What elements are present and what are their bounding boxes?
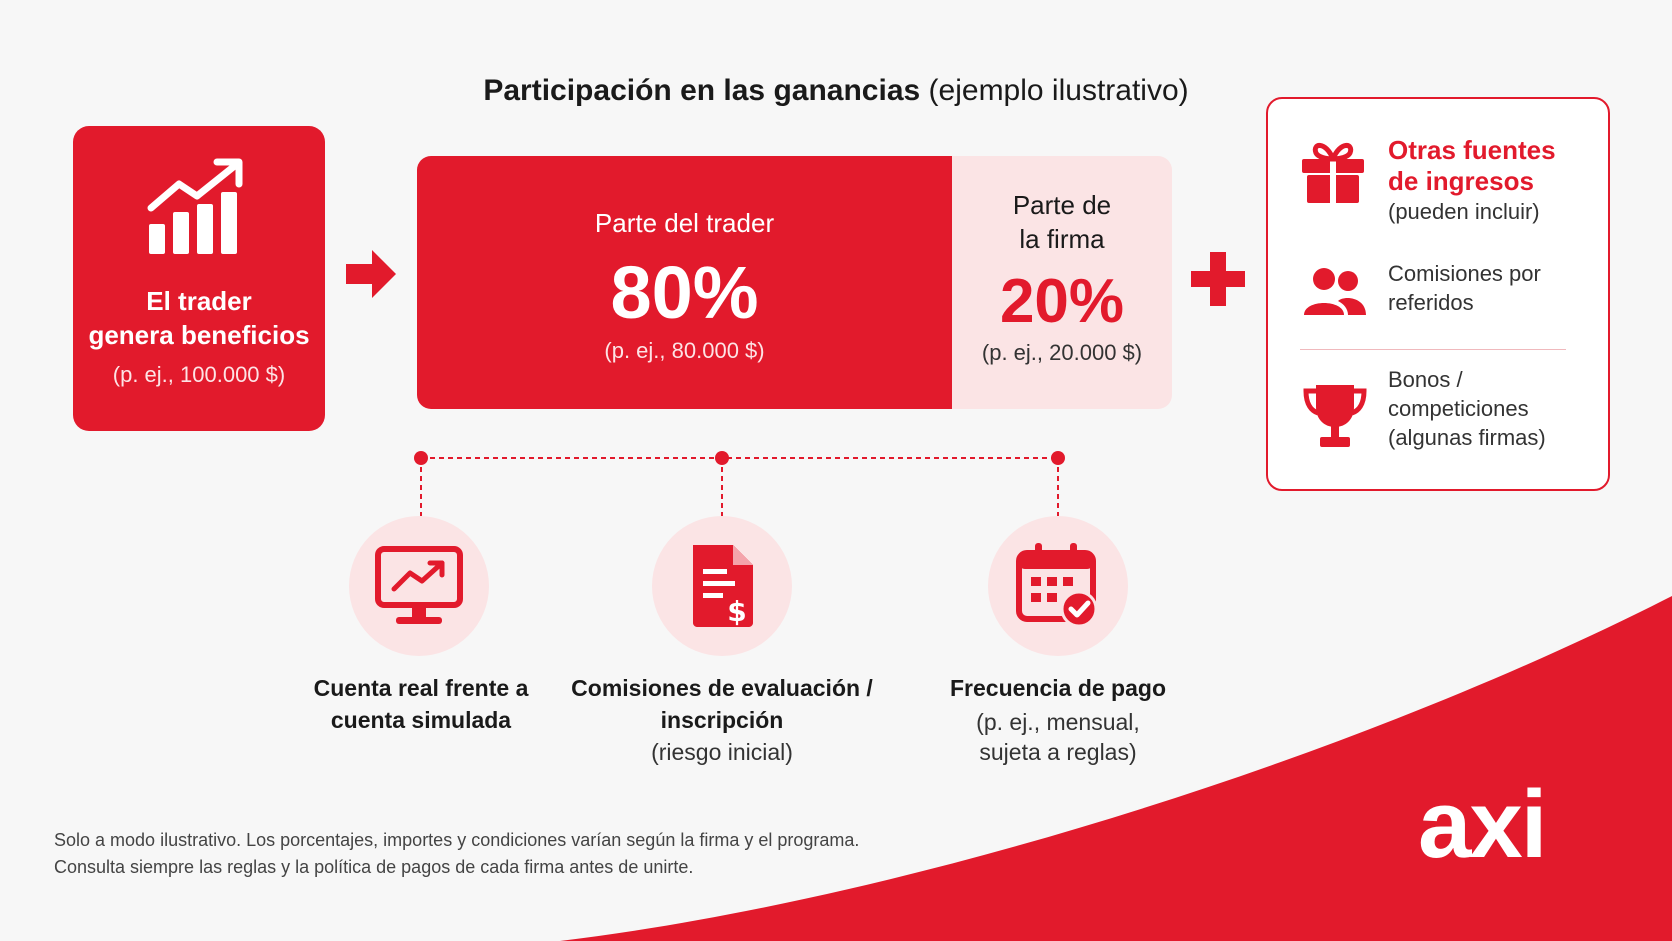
factor-circle-account [349, 516, 489, 656]
factor-fees-label: Comisiones de evaluación / inscripción [557, 672, 887, 736]
factor-account-line2: cuenta simulada [330, 707, 512, 733]
generator-title: El trader genera beneficios [73, 284, 325, 352]
firm-share-label-line1: Parte de [1012, 190, 1112, 220]
firm-share-label-line2: la firma [1019, 224, 1105, 254]
disclaimer-line2: Consulta siempre las reglas y la polític… [54, 857, 694, 877]
axi-logo: axi [1418, 771, 1547, 878]
bonuses-line2: competiciones [1388, 396, 1529, 421]
generator-line1: El trader [146, 286, 252, 316]
disclaimer-line1: Solo a modo ilustrativo. Los porcentajes… [54, 830, 860, 850]
firm-share-label: Parte de la firma [952, 188, 1172, 256]
title-bold: Participación en las ganancias [483, 74, 921, 107]
factor-fees-sub: (riesgo inicial) [651, 739, 793, 765]
generator-example: (p. ej., 100.000 $) [112, 362, 286, 387]
bonuses-line3: (algunas firmas) [1388, 425, 1546, 450]
title-rest: (ejemplo ilustrativo) [928, 74, 1189, 107]
referral-line2: referidos [1388, 290, 1474, 315]
factor-fees-line2: inscripción [660, 707, 784, 733]
arrow-right-icon [346, 250, 396, 298]
factor-circle-payout [988, 516, 1128, 656]
other-income-title: Otras fuentes de ingresos [1388, 135, 1598, 197]
firm-share-block: Parte de la firma 20% (p. ej., 20.000 $) [952, 156, 1172, 409]
factor-payout-sub2: sujeta a reglas) [979, 739, 1137, 765]
growth-chart-icon [147, 158, 243, 254]
calendar-check-icon [1016, 543, 1098, 628]
other-income-card: Otras fuentes de ingresos (pueden inclui… [1266, 97, 1610, 491]
trophy-icon [1303, 385, 1367, 447]
plus-icon [1191, 252, 1245, 306]
other-income-title-line2: de ingresos [1388, 166, 1534, 196]
invoice-icon: $ [693, 545, 753, 628]
factor-account-line1: Cuenta real frente a [313, 675, 529, 701]
gift-icon [1302, 143, 1364, 203]
trader-share-block: Parte del trader 80% (p. ej., 80.000 $) [417, 156, 952, 409]
factor-circle-fees: $ [652, 516, 792, 656]
generator-line2: genera beneficios [88, 320, 310, 350]
svg-text:$: $ [727, 595, 746, 628]
other-income-title-line1: Otras fuentes [1388, 135, 1556, 165]
divider [1300, 349, 1566, 350]
users-icon [1304, 268, 1366, 315]
monitor-chart-icon [375, 546, 463, 624]
trader-share-label: Parte del trader [594, 208, 775, 238]
factor-payout-label: Frecuencia de pago [949, 675, 1166, 701]
trader-generates-profit-card: El trader genera beneficios (p. ej., 100… [73, 126, 325, 431]
referral-line1: Comisiones por [1388, 261, 1541, 286]
factor-fees-line1: Comisiones de evaluación / [571, 675, 873, 701]
factor-account-label: Cuenta real frente a cuenta simulada [276, 672, 566, 736]
referral-commissions-text: Comisiones por referidos [1388, 259, 1598, 317]
firm-share-example: (p. ej., 20.000 $) [981, 340, 1143, 365]
firm-share-percent: 20% [999, 267, 1125, 336]
page-title: Participación en las ganancias (ejemplo … [0, 74, 1672, 108]
trader-share-example: (p. ej., 80.000 $) [604, 338, 765, 363]
bonuses-line1: Bonos / [1388, 367, 1463, 392]
bonuses-text: Bonos / competiciones (algunas firmas) [1388, 365, 1598, 452]
trader-share-percent: 80% [610, 251, 759, 334]
disclaimer: Solo a modo ilustrativo. Los porcentajes… [54, 827, 859, 881]
factor-payout-sub: (p. ej., mensual, sujeta a reglas) [908, 707, 1208, 767]
other-income-subtitle: (pueden incluir) [1388, 199, 1540, 224]
factor-payout-sub1: (p. ej., mensual, [976, 709, 1140, 735]
